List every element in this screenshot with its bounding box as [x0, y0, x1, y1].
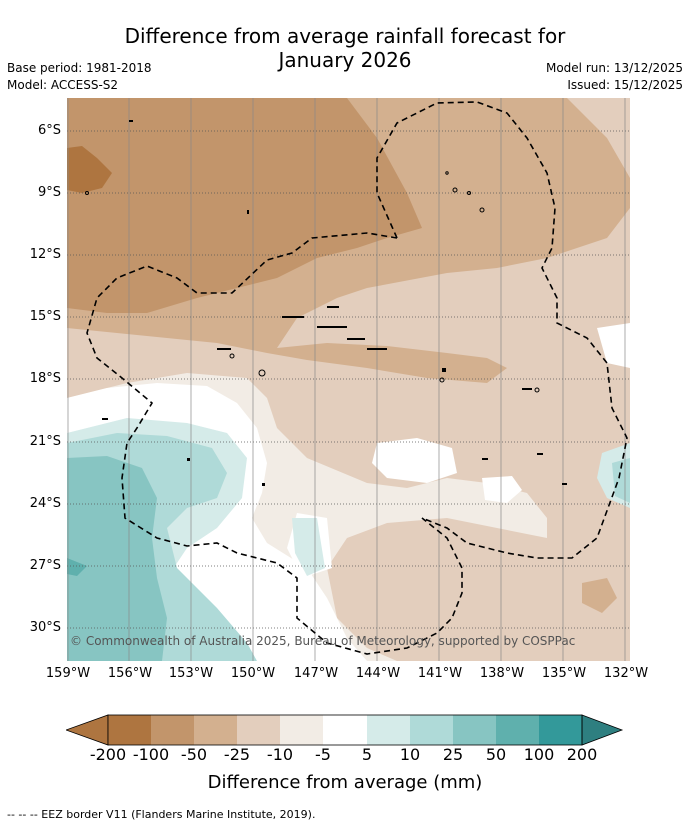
lat-label-6s: 6°S: [37, 123, 61, 138]
lat-label-9s: 9°S: [37, 185, 61, 200]
colorbar-swatch-7: [367, 715, 410, 745]
colorbar-swatch-6: [323, 715, 367, 745]
colorbar-tick: 100: [523, 745, 555, 764]
copyright-notice: © Commonwealth of Australia 2025, Bureau…: [70, 634, 576, 648]
map-area: © Commonwealth of Australia 2025, Bureau…: [67, 98, 630, 661]
zone-neutral-4: [597, 323, 630, 368]
zone-minus50-100: [67, 98, 422, 313]
colorbar-tick: -50: [180, 745, 208, 764]
meta-right: Model run: 13/12/2025 Issued: 15/12/2025: [546, 60, 683, 94]
zone-plus5-10-b: [292, 518, 325, 576]
lat-label-21s: 21°S: [29, 434, 61, 449]
islands: [85, 171, 540, 393]
lon-label-132w: 132°W: [603, 666, 649, 681]
colorbar-extend-low: [66, 714, 109, 746]
colorbar-swatch-10: [496, 715, 539, 745]
lat-label-12s: 12°S: [29, 247, 61, 262]
colorbar-tick: -10: [266, 745, 294, 764]
lat-label-18s: 18°S: [29, 371, 61, 386]
lat-label-30s: 30°S: [29, 620, 61, 635]
lon-label-144w: 144°W: [355, 666, 401, 681]
lon-label-141w: 141°W: [417, 666, 463, 681]
zone-plus25-50: [67, 456, 167, 661]
lat-label-24s: 24°S: [29, 496, 61, 511]
meta-left: Base period: 1981-2018 Model: ACCESS-S2: [7, 60, 152, 94]
colorbar-swatch-9: [453, 715, 496, 745]
island-dots: [102, 120, 567, 486]
lon-gridlines: [67, 98, 626, 661]
eez-legend-footer: -- -- -- EEZ border V11 (Flanders Marine…: [7, 808, 316, 821]
colorbar-tick: -100: [132, 745, 170, 764]
rainfall-map: [67, 98, 630, 661]
colorbar-swatch-11: [539, 715, 582, 745]
lon-label-150w: 150°W: [230, 666, 276, 681]
zone-neutral-2: [372, 438, 457, 483]
colorbar: [66, 714, 624, 746]
lon-label-153w: 153°W: [168, 666, 214, 681]
base-period: Base period: 1981-2018: [7, 61, 152, 75]
lat-label-27s: 27°S: [29, 558, 61, 573]
zone-plus50-100: [67, 558, 87, 576]
colorbar-swatch-2: [151, 715, 194, 745]
lon-label-147w: 147°W: [293, 666, 339, 681]
colorbar-swatch-1: [108, 715, 151, 745]
model-name: Model: ACCESS-S2: [7, 78, 119, 92]
model-run: Model run: 13/12/2025: [545, 61, 683, 75]
colorbar-swatch-8: [410, 715, 453, 745]
colorbar-tick: -200: [89, 745, 127, 764]
colorbar-tick: 10: [399, 745, 421, 764]
lon-label-135w: 135°W: [541, 666, 587, 681]
eez-borders: [86, 101, 628, 655]
issued-date: Issued: 15/12/2025: [567, 78, 683, 92]
zone-neutral-3: [482, 476, 522, 503]
lat-gridlines: [67, 130, 630, 629]
colorbar-swatch-5: [280, 715, 323, 745]
colorbar-title: Difference from average (mm): [207, 772, 483, 793]
colorbar-tick: 200: [566, 745, 598, 764]
title-line-1: Difference from average rainfall forecas…: [124, 24, 566, 48]
colorbar-swatch-4: [237, 715, 280, 745]
colorbar-extend-high: [581, 714, 624, 746]
colorbar-tick: -5: [315, 745, 331, 764]
colorbar-tick: -25: [223, 745, 251, 764]
zone-minus25-50-b: [582, 578, 617, 613]
zone-minus100-200: [67, 146, 112, 193]
title-line-2: January 2026: [278, 48, 412, 72]
map-title: Difference from average rainfall forecas…: [0, 24, 690, 72]
colorbar-swatch-3: [194, 715, 237, 745]
zone-plus10-25-b: [612, 458, 630, 503]
lon-label-156w: 156°W: [107, 666, 153, 681]
colorbar-tick: 25: [442, 745, 464, 764]
lon-label-138w: 138°W: [479, 666, 525, 681]
colorbar-tick: 5: [361, 745, 373, 764]
lat-label-15s: 15°S: [29, 309, 61, 324]
colorbar-outline: [107, 714, 583, 746]
lon-label-159w: 159°W: [45, 666, 91, 681]
colorbar-tick: 50: [485, 745, 507, 764]
